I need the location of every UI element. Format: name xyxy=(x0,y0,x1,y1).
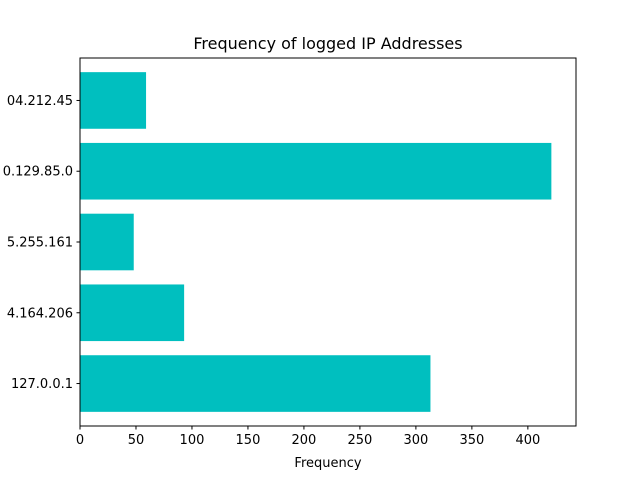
y-tick-label: 0.129.85.0 xyxy=(3,165,73,180)
x-axis: 0 50 100 150 200 250 300 350 400 xyxy=(76,426,540,448)
x-tick-label: 300 xyxy=(403,433,428,448)
y-tick-label: 5.255.161 xyxy=(7,236,73,251)
y-tick-label: 127.0.0.1 xyxy=(11,377,73,392)
y-tick-label: 04.212.45 xyxy=(7,94,73,109)
x-tick-label: 50 xyxy=(128,433,145,448)
chart-title: Frequency of logged IP Addresses xyxy=(193,34,462,53)
bar-0 xyxy=(80,355,431,412)
x-tick-label: 0 xyxy=(76,433,84,448)
x-tick-label: 250 xyxy=(347,433,372,448)
bar-1 xyxy=(80,284,185,342)
bars-layer xyxy=(80,72,552,412)
x-tick-label: 150 xyxy=(236,433,261,448)
bar-4 xyxy=(80,72,147,129)
y-axis: 127.0.0.1 4.164.206 5.255.161 0.129.85.0 04.… xyxy=(3,94,80,392)
x-axis-label: Frequency xyxy=(294,456,361,471)
x-tick-label: 200 xyxy=(292,433,317,448)
x-tick-label: 100 xyxy=(180,433,205,448)
bar-3 xyxy=(80,142,552,200)
y-tick-label: 4.164.206 xyxy=(7,306,73,321)
x-tick-label: 350 xyxy=(459,433,484,448)
x-tick-label: 400 xyxy=(515,433,540,448)
bar-2 xyxy=(80,213,134,271)
